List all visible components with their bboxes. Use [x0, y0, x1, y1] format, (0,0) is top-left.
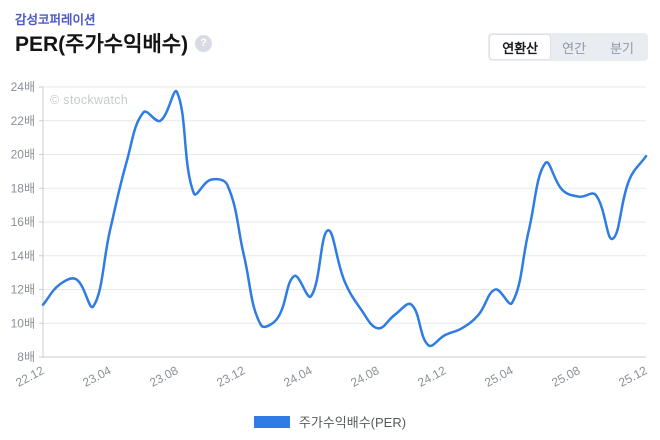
- page-title: PER(주가수익배수): [15, 33, 189, 56]
- per-series-line: [41, 89, 648, 348]
- company-name: 감성코퍼레이션: [15, 13, 96, 27]
- tab-quarterly[interactable]: 분기: [610, 40, 634, 56]
- per-line-chart[interactable]: 8배 10배 12배 14배 16배 18배 20배 22배 24배 22.12 23.04 23.0…: [0, 70, 660, 400]
- svg-text:24.08: 24.08: [348, 363, 381, 390]
- svg-text:12배: 12배: [11, 283, 35, 297]
- tab-yearly[interactable]: 연간: [562, 40, 587, 56]
- svg-text:25.12: 25.12: [616, 363, 649, 390]
- legend-label: 주가수익배수(PER): [298, 415, 407, 430]
- period-segmented-control: 연환산 연간 분기: [488, 33, 648, 61]
- svg-text:20배: 20배: [11, 148, 35, 162]
- svg-text:23.12: 23.12: [214, 363, 247, 390]
- watermark: © stockwatch: [50, 93, 129, 107]
- svg-text:23.04: 23.04: [80, 363, 113, 390]
- svg-text:22배: 22배: [11, 114, 35, 128]
- svg-text:10배: 10배: [11, 316, 35, 330]
- svg-text:18배: 18배: [11, 181, 35, 195]
- legend-swatch-icon: [253, 415, 290, 428]
- svg-text:25.04: 25.04: [482, 363, 515, 390]
- tab-annualized[interactable]: 연환산: [490, 35, 551, 59]
- svg-text:24.04: 24.04: [281, 363, 314, 390]
- svg-text:22.12: 22.12: [13, 363, 46, 390]
- chart-canvas[interactable]: 8배 10배 12배 14배 16배 18배 20배 22배 24배 22.12 23.04 23.0…: [0, 70, 660, 400]
- svg-text:8배: 8배: [17, 350, 35, 364]
- svg-text:24.12: 24.12: [415, 363, 448, 390]
- svg-text:25.08: 25.08: [549, 363, 582, 390]
- svg-text:14배: 14배: [11, 249, 35, 263]
- svg-text:23.08: 23.08: [147, 363, 180, 390]
- title-row: PER(주가수익배수) ?: [15, 28, 213, 58]
- svg-text:24배: 24배: [11, 80, 35, 94]
- chart-legend[interactable]: 주가수익배수(PER): [0, 412, 660, 431]
- help-icon[interactable]: ?: [195, 34, 213, 52]
- svg-text:16배: 16배: [11, 215, 35, 229]
